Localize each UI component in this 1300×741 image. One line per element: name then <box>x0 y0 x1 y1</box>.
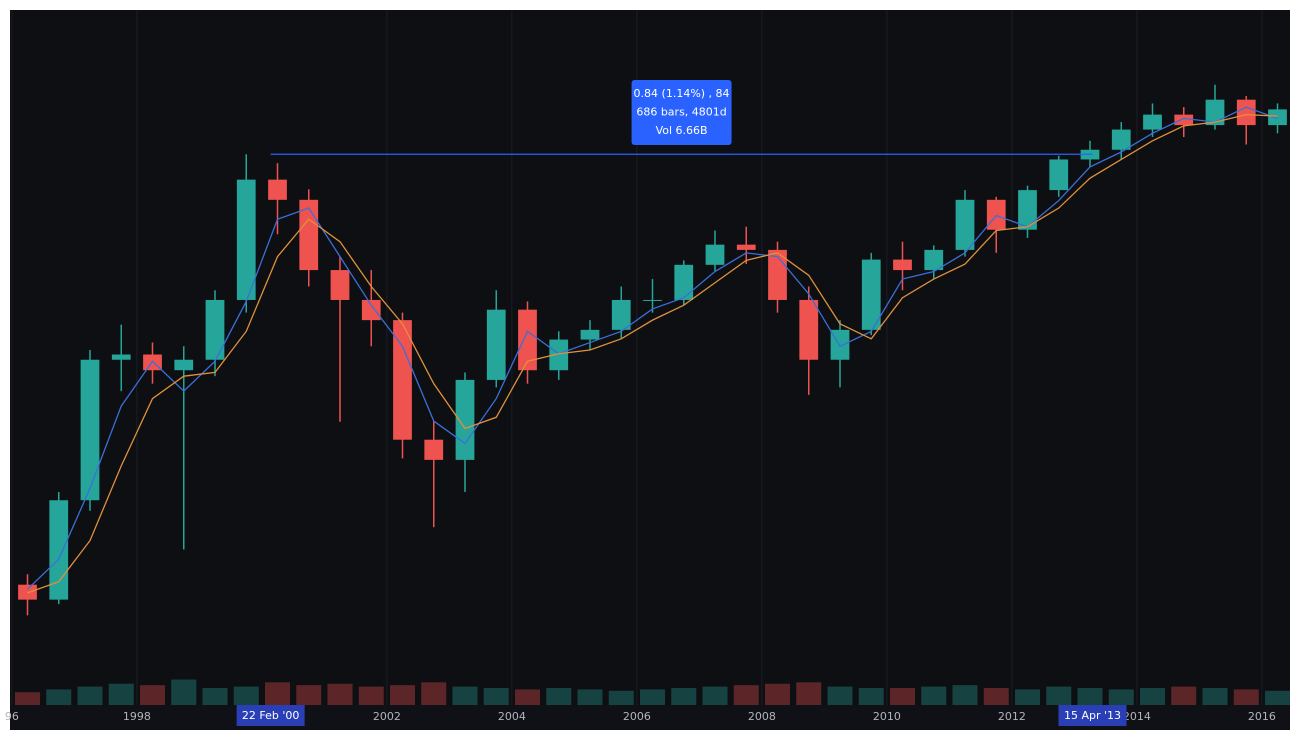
candle-body <box>361 299 381 321</box>
candle-body <box>924 249 944 271</box>
volume-bar <box>858 688 884 705</box>
candle-body <box>549 339 569 371</box>
volume-bar <box>171 679 197 705</box>
candle-body <box>1205 99 1225 126</box>
candle-body <box>1268 109 1287 126</box>
date-marker-label: 15 Apr '13 <box>1064 709 1121 722</box>
date-marker-label: 22 Feb '00 <box>242 709 300 722</box>
tooltip-text: 686 bars, 4801d <box>636 106 726 119</box>
volume-bar <box>421 682 447 705</box>
volume-bar <box>1108 689 1134 705</box>
volume-bar <box>1171 686 1197 705</box>
volume-bar <box>452 686 478 705</box>
x-tick-label: 2006 <box>623 710 651 723</box>
volume-bar <box>1015 689 1040 705</box>
x-tick-label: 2010 <box>873 710 901 723</box>
volume-bar <box>890 688 915 705</box>
measure-tooltip <box>631 80 732 145</box>
volume-bar <box>796 682 822 705</box>
candle-body <box>955 199 975 250</box>
volume-bar <box>483 688 509 705</box>
x-tick-label: 1998 <box>123 710 151 723</box>
x-tick-label: 96 <box>5 710 19 723</box>
candle-body <box>330 270 350 300</box>
candle-body <box>205 299 225 360</box>
candle-body <box>674 264 694 300</box>
candle-body <box>268 179 287 200</box>
volume-bar <box>140 685 165 705</box>
x-tick-label: 2016 <box>1248 710 1276 723</box>
candle-body <box>580 329 600 340</box>
x-tick-label: 2008 <box>748 710 776 723</box>
volume-bar <box>577 689 603 705</box>
volume-bar <box>1202 688 1228 705</box>
moving-average <box>27 113 1278 594</box>
candle-body <box>861 259 881 330</box>
candle-body <box>893 259 912 271</box>
plot-area <box>11 10 1290 705</box>
volume-bar <box>983 688 1009 705</box>
candle-body <box>111 354 131 360</box>
tooltip-text: Vol 6.66B <box>656 124 708 137</box>
volume-bar <box>921 686 947 705</box>
candle-body <box>486 309 506 380</box>
volume-bar <box>546 688 572 705</box>
x-tick-label: 2014 <box>1123 710 1151 723</box>
candle-body <box>18 584 37 600</box>
x-tick-label: 2012 <box>998 710 1026 723</box>
candle-body <box>236 179 256 300</box>
volume-bar <box>733 685 759 705</box>
date-marker <box>236 705 305 726</box>
tooltip-text: 0.84 (1.14%) , 84 <box>634 87 730 100</box>
volume-bar <box>15 692 40 705</box>
candle-body <box>80 359 100 501</box>
volume-bar <box>77 686 103 705</box>
candle-body <box>393 320 412 440</box>
volume-bar <box>1046 686 1072 705</box>
volume-bar <box>358 686 384 705</box>
volume-bar <box>640 689 665 705</box>
volume-bar <box>515 689 540 705</box>
volume-bar <box>265 682 290 705</box>
moving-average <box>27 106 1278 590</box>
volume-bar <box>390 685 415 705</box>
volume-bar <box>1140 688 1165 705</box>
candle-body <box>611 299 631 330</box>
candle-body <box>424 439 444 460</box>
volume-bar <box>765 683 790 705</box>
volume-bar <box>1077 688 1103 705</box>
volume-bar <box>46 689 72 705</box>
x-tick-label: 2004 <box>498 710 526 723</box>
volume-bar <box>608 690 634 705</box>
candle-body <box>518 309 537 371</box>
volume-bar <box>702 686 728 705</box>
candle-body <box>643 299 662 301</box>
candle-body <box>736 244 756 250</box>
volume-bar <box>671 688 697 705</box>
candle-body <box>1049 159 1069 191</box>
candle-body <box>299 199 319 271</box>
candle-body <box>1236 99 1256 126</box>
candle-body <box>986 199 1006 230</box>
volume-bar <box>827 686 853 705</box>
volume-bar <box>108 683 134 705</box>
x-tick-label: 2002 <box>373 710 401 723</box>
volume-bar <box>1233 689 1259 705</box>
volume-bar <box>327 683 353 705</box>
candle-body <box>1143 114 1162 130</box>
volume-bar <box>1265 690 1290 705</box>
volume-bar <box>296 685 322 705</box>
date-marker <box>1058 705 1127 726</box>
candle-body <box>799 299 819 360</box>
volume-bar <box>233 686 259 705</box>
candle-body <box>1018 190 1037 230</box>
candle-body <box>1111 129 1131 150</box>
volume-bar <box>952 685 978 705</box>
candle-body <box>174 359 194 371</box>
candle-body <box>705 244 725 265</box>
volume-bar <box>202 688 228 705</box>
candle-body <box>1174 114 1194 126</box>
